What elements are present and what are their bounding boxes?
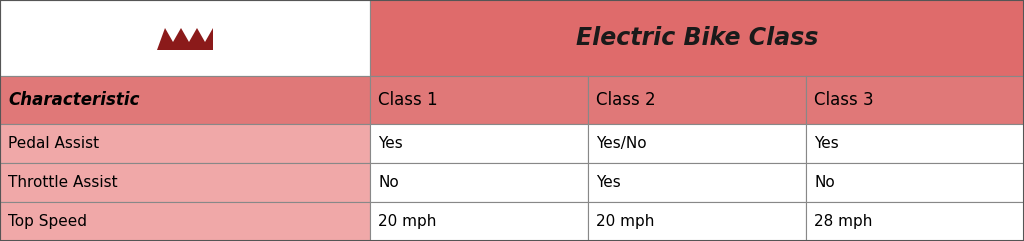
Bar bbox=[370, 202, 588, 241]
Text: No: No bbox=[378, 175, 398, 190]
Text: Throttle Assist: Throttle Assist bbox=[8, 175, 118, 190]
Text: 20 mph: 20 mph bbox=[596, 214, 654, 229]
Bar bbox=[370, 76, 588, 124]
Text: Class 2: Class 2 bbox=[596, 91, 655, 109]
PathPatch shape bbox=[157, 28, 213, 50]
Text: Yes: Yes bbox=[378, 136, 402, 151]
Text: Class 3: Class 3 bbox=[814, 91, 873, 109]
Bar bbox=[370, 163, 588, 202]
Bar bbox=[0, 0, 370, 76]
Text: 20 mph: 20 mph bbox=[378, 214, 436, 229]
Bar bbox=[370, 124, 588, 163]
Text: Pedal Assist: Pedal Assist bbox=[8, 136, 99, 151]
Bar bbox=[588, 124, 806, 163]
Bar bbox=[588, 163, 806, 202]
Bar bbox=[806, 202, 1024, 241]
Text: Electric Bike Class: Electric Bike Class bbox=[575, 26, 818, 50]
Bar bbox=[588, 76, 806, 124]
Text: Characteristic: Characteristic bbox=[8, 91, 139, 109]
Text: 28 mph: 28 mph bbox=[814, 214, 872, 229]
Bar bbox=[0, 76, 370, 124]
Text: No: No bbox=[814, 175, 835, 190]
Text: Class 1: Class 1 bbox=[378, 91, 437, 109]
Bar bbox=[806, 76, 1024, 124]
Bar bbox=[0, 163, 370, 202]
Text: Yes: Yes bbox=[596, 175, 621, 190]
Bar bbox=[0, 202, 370, 241]
Bar bbox=[588, 202, 806, 241]
Text: Yes: Yes bbox=[814, 136, 839, 151]
Text: Yes/No: Yes/No bbox=[596, 136, 646, 151]
Bar bbox=[0, 124, 370, 163]
Bar bbox=[806, 124, 1024, 163]
Text: Top Speed: Top Speed bbox=[8, 214, 87, 229]
Bar bbox=[370, 0, 1024, 76]
Bar bbox=[806, 163, 1024, 202]
